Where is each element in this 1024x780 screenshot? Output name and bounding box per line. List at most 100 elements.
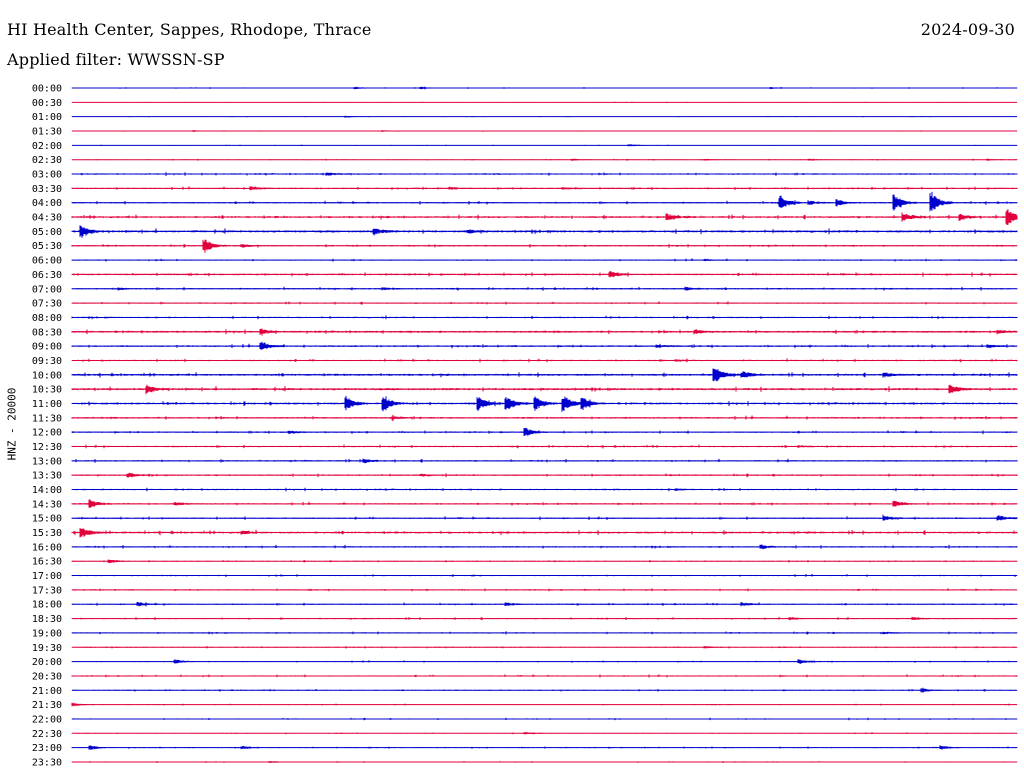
record-date: 2024-09-30	[920, 20, 1015, 39]
trace-waveform	[71, 384, 1018, 395]
filter-label: Applied filter: WWSSN-SP	[7, 50, 225, 69]
row-time-label: 07:00	[32, 284, 62, 295]
trace-waveform	[71, 358, 1018, 363]
trace-waveform	[71, 191, 1018, 212]
row-time-label: 22:30	[32, 729, 62, 740]
trace-waveform	[71, 315, 1018, 320]
trace-waveform	[71, 258, 1018, 262]
trace-waveform	[71, 444, 1018, 449]
row-time-label: 06:30	[32, 270, 62, 281]
row-time-label: 11:00	[32, 399, 62, 410]
trace-waveform	[71, 86, 1018, 90]
trace-waveform	[71, 130, 1018, 132]
trace-waveform	[71, 499, 1018, 508]
row-time-label: 09:30	[32, 356, 62, 367]
trace-waveform	[71, 158, 1018, 161]
trace-waveform	[71, 172, 1018, 176]
row-time-label: 16:00	[32, 542, 62, 553]
row-time-label: 06:00	[32, 256, 62, 267]
station-title: HI Health Center, Sappes, Rhodope, Thrac…	[7, 20, 372, 39]
row-time-label: 10:30	[32, 385, 62, 396]
row-time-label: 01:00	[32, 112, 62, 123]
row-time-label: 08:30	[32, 327, 62, 338]
trace-waveform	[71, 616, 1018, 621]
row-time-label: 16:30	[32, 557, 62, 568]
row-time-label: 18:30	[32, 614, 62, 625]
row-time-label: 19:30	[32, 643, 62, 654]
trace-waveform	[71, 458, 1018, 464]
trace-waveform	[71, 659, 1018, 664]
trace-rows: 00:00 00:30 01:00 01:30 02:00 02:30 03:00 03:30…	[32, 84, 1018, 768]
trace-waveform	[71, 115, 1018, 118]
row-time-label: 04:00	[32, 198, 62, 209]
trace-waveform	[71, 472, 1018, 478]
row-time-label: 02:00	[32, 141, 62, 152]
trace-waveform	[71, 301, 1018, 305]
row-time-label: 03:30	[32, 184, 62, 195]
trace-waveform	[71, 514, 1018, 521]
row-time-label: 04:30	[32, 213, 62, 224]
row-time-label: 01:30	[32, 127, 62, 138]
row-time-label: 17:00	[32, 571, 62, 582]
row-time-label: 14:30	[32, 499, 62, 510]
row-time-label: 22:00	[32, 714, 62, 725]
trace-waveform	[71, 544, 1018, 550]
row-time-label: 20:00	[32, 657, 62, 668]
trace-waveform	[71, 239, 1018, 253]
row-time-label: 15:00	[32, 514, 62, 525]
row-time-label: 15:30	[32, 528, 62, 539]
trace-waveform	[71, 745, 1018, 750]
trace-waveform	[71, 528, 1018, 538]
trace-waveform	[71, 687, 1018, 693]
row-time-label: 02:30	[32, 155, 62, 166]
row-time-label: 07:30	[32, 299, 62, 310]
trace-waveform	[71, 144, 1018, 147]
trace-waveform	[71, 101, 1018, 103]
row-time-label: 23:00	[32, 743, 62, 754]
row-time-label: 08:00	[32, 313, 62, 324]
row-time-label: 12:00	[32, 428, 62, 439]
trace-waveform	[71, 559, 1018, 564]
trace-waveform	[71, 427, 1018, 436]
channel-label-text: HNZ - 20000	[5, 387, 19, 461]
row-time-label: 12:30	[32, 442, 62, 453]
trace-waveform	[71, 414, 1018, 422]
row-time-label: 13:00	[32, 456, 62, 467]
trace-waveform	[71, 761, 1018, 763]
trace-waveform	[71, 588, 1018, 592]
trace-waveform	[71, 186, 1018, 191]
trace-waveform	[71, 573, 1018, 577]
trace-waveform	[71, 631, 1018, 635]
trace-waveform	[71, 395, 1018, 412]
row-time-label: 18:00	[32, 600, 62, 611]
trace-waveform	[71, 674, 1018, 678]
trace-waveform	[71, 487, 1018, 492]
trace-waveform	[71, 646, 1018, 649]
row-time-label: 17:30	[32, 585, 62, 596]
row-time-label: 13:30	[32, 471, 62, 482]
trace-waveform	[71, 341, 1018, 350]
trace-waveform	[71, 209, 1018, 225]
row-time-label: 00:00	[32, 84, 62, 95]
trace-waveform	[71, 602, 1018, 607]
row-time-label: 21:00	[32, 686, 62, 697]
trace-waveform	[71, 328, 1018, 336]
trace-waveform	[71, 702, 1018, 707]
row-time-label: 05:30	[32, 241, 62, 252]
row-time-label: 14:00	[32, 485, 62, 496]
row-time-label: 09:00	[32, 342, 62, 353]
row-time-label: 11:30	[32, 413, 62, 424]
row-time-label: 05:00	[32, 227, 62, 238]
trace-waveform	[71, 225, 1018, 238]
trace-waveform	[71, 368, 1018, 382]
row-time-label: 23:30	[32, 757, 62, 768]
trace-waveform	[71, 732, 1018, 735]
trace-waveform	[71, 286, 1018, 291]
row-time-label: 10:00	[32, 370, 62, 381]
trace-waveform	[71, 271, 1018, 278]
row-time-label: 20:30	[32, 671, 62, 682]
row-time-label: 21:30	[32, 700, 62, 711]
row-time-label: 00:30	[32, 98, 62, 109]
row-time-label: 03:00	[32, 170, 62, 181]
